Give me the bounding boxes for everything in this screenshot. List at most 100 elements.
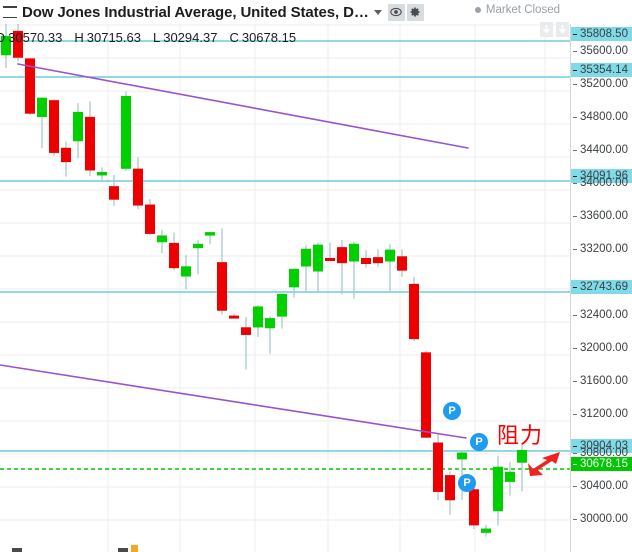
symbol-title[interactable]: Dow Jones Industrial Average, United Sta… <box>22 3 369 21</box>
candle-body[interactable] <box>109 186 119 200</box>
candle-body[interactable] <box>445 475 455 501</box>
ohlc-low: L 30294.37 <box>153 30 217 45</box>
price-value: 35808.50 <box>580 28 628 40</box>
price-value: 30678.15 <box>580 458 628 470</box>
tick-dash <box>573 286 577 288</box>
hamburger-icon[interactable] <box>3 6 17 18</box>
lower-downtrend[interactable] <box>0 364 467 439</box>
tick-dash <box>573 518 577 520</box>
candle-body[interactable] <box>217 262 227 311</box>
candle-body[interactable] <box>469 489 479 526</box>
chevron-down-icon[interactable] <box>373 9 382 15</box>
candle-body[interactable] <box>145 204 155 234</box>
price-value: 32400.00 <box>580 309 628 321</box>
price-axis-level-label[interactable]: 35808.50 <box>571 27 632 41</box>
candle-body[interactable] <box>73 111 83 142</box>
scroll-down-button-2[interactable] <box>556 22 569 37</box>
candle-body[interactable] <box>85 116 95 171</box>
candle-body[interactable] <box>457 452 467 460</box>
candle-body[interactable] <box>181 266 191 277</box>
toolbar-widget-mid[interactable] <box>118 548 128 552</box>
candle-body[interactable] <box>205 232 215 236</box>
candle-body[interactable] <box>517 450 527 463</box>
price-axis-tick: 35600.00 <box>571 44 632 58</box>
price-axis[interactable]: 36000.0035808.5035600.0035354.1435200.00… <box>570 0 632 552</box>
candle-body[interactable] <box>193 243 203 249</box>
candle-body[interactable] <box>61 147 71 163</box>
candle-body[interactable] <box>421 352 431 438</box>
candle-body[interactable] <box>349 243 359 262</box>
candle-body[interactable] <box>277 293 287 317</box>
trendlines[interactable] <box>0 63 469 439</box>
price-value: 33600.00 <box>580 210 628 222</box>
candle-body[interactable] <box>13 30 23 58</box>
candle-body[interactable] <box>397 256 407 271</box>
candle-body[interactable] <box>97 171 107 176</box>
price-axis-tick: 35200.00 <box>571 77 632 91</box>
price-axis-tick: 30800.00 <box>571 446 632 460</box>
price-axis-tick: 34400.00 <box>571 143 632 157</box>
price-axis-level-label[interactable]: 30904.03 <box>571 439 632 453</box>
tick-dash <box>573 445 577 447</box>
axis-scroll-buttons[interactable] <box>540 22 569 37</box>
candle-body[interactable] <box>169 242 179 269</box>
resistance-annotation-label[interactable]: 阻力 <box>497 424 544 449</box>
candle-body[interactable] <box>325 257 335 261</box>
candle-body[interactable] <box>313 244 323 272</box>
tick-dash <box>573 69 577 71</box>
gear-icon-button[interactable] <box>406 3 424 21</box>
market-status-dot <box>474 7 481 13</box>
price-axis-level-label[interactable]: 34091.96 <box>571 169 632 183</box>
candle-body[interactable] <box>433 442 443 492</box>
candle-body[interactable] <box>505 471 515 482</box>
toolbar-widget-left[interactable] <box>12 548 22 552</box>
candle-body[interactable] <box>133 168 143 206</box>
scroll-down-button-1[interactable] <box>540 22 553 37</box>
price-axis-level-label[interactable]: 32743.69 <box>571 280 632 294</box>
candle-body[interactable] <box>37 97 47 118</box>
candle-body[interactable] <box>289 268 299 288</box>
eye-icon-button[interactable] <box>387 3 405 21</box>
price-value: 33200.00 <box>580 243 628 255</box>
price-value: 30400.00 <box>580 480 628 492</box>
candle-body[interactable] <box>385 249 395 262</box>
pivot-marker-1[interactable]: P <box>443 402 461 420</box>
arrow-down-icon <box>542 24 551 34</box>
candle-body[interactable] <box>301 248 311 267</box>
tick-dash <box>573 463 577 465</box>
price-value: 31200.00 <box>580 408 628 420</box>
ohlc-low-key: L <box>152 29 161 45</box>
bottom-toolbar-clipped[interactable] <box>0 538 570 552</box>
candle-body[interactable] <box>241 327 251 335</box>
candlestick-chart[interactable] <box>0 0 570 552</box>
candle-body[interactable] <box>25 58 35 114</box>
candle-body[interactable] <box>337 247 347 264</box>
candle-body[interactable] <box>157 235 167 243</box>
price-value: 34000.00 <box>580 177 628 189</box>
candle-body[interactable] <box>229 315 239 319</box>
candle-body[interactable] <box>373 257 383 264</box>
chart-plot-area[interactable] <box>0 0 570 552</box>
price-axis-tick: 33600.00 <box>571 209 632 223</box>
candle-body[interactable] <box>481 528 491 533</box>
pivot-marker-2[interactable]: P <box>470 433 488 451</box>
candle-body[interactable] <box>121 95 131 169</box>
candle-body[interactable] <box>493 466 503 512</box>
price-level-lines[interactable] <box>0 40 570 470</box>
red-arrow-left-icon[interactable] <box>527 449 561 479</box>
price-axis-tick: 30400.00 <box>571 479 632 493</box>
price-axis-current-price[interactable]: 30678.15 <box>571 457 632 471</box>
ohlc-high-value: 30715.63 <box>86 29 141 45</box>
candle-body[interactable] <box>1 35 11 56</box>
candlestick-series[interactable] <box>1 13 527 537</box>
ohlc-high-key: H <box>74 29 84 45</box>
candle-body[interactable] <box>49 100 59 153</box>
candle-body[interactable] <box>265 318 275 329</box>
pivot-marker-3[interactable]: P <box>458 474 476 492</box>
toolbar-widget-badge[interactable] <box>131 545 138 552</box>
upper-downtrend[interactable] <box>17 63 469 149</box>
candle-body[interactable] <box>409 283 419 340</box>
candle-body[interactable] <box>253 306 263 328</box>
price-axis-level-label[interactable]: 35354.14 <box>571 63 632 77</box>
candle-body[interactable] <box>361 257 371 264</box>
